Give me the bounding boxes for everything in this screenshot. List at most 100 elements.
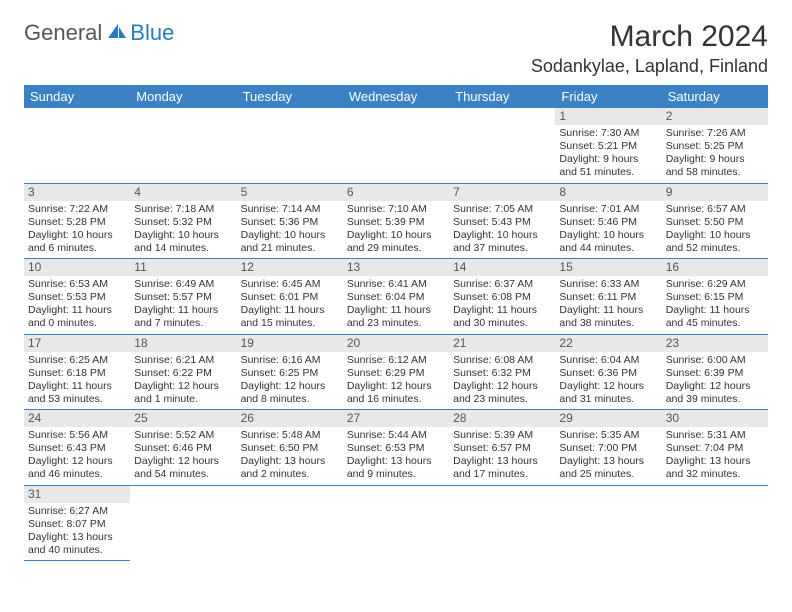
day-number: 8 <box>555 184 661 201</box>
day-number: 18 <box>130 335 236 352</box>
day-detail: Sunrise: 6:27 AM <box>28 505 126 518</box>
day-header: Wednesday <box>343 85 449 108</box>
day-detail: Daylight: 13 hours <box>453 455 551 468</box>
calendar-cell: 3Sunrise: 7:22 AMSunset: 5:28 PMDaylight… <box>24 183 130 259</box>
day-detail: Daylight: 13 hours <box>666 455 764 468</box>
day-detail: Sunset: 6:43 PM <box>28 442 126 455</box>
day-number: 2 <box>662 108 768 125</box>
day-detail: and 31 minutes. <box>559 393 657 406</box>
day-detail: Sunset: 6:39 PM <box>666 367 764 380</box>
day-detail: Sunrise: 6:41 AM <box>347 278 445 291</box>
header: General Blue March 2024 Sodankylae, Lapl… <box>24 20 768 77</box>
day-detail: Sunset: 6:32 PM <box>453 367 551 380</box>
day-detail: Sunrise: 5:35 AM <box>559 429 657 442</box>
day-detail: Daylight: 13 hours <box>28 531 126 544</box>
calendar-cell: 19Sunrise: 6:16 AMSunset: 6:25 PMDayligh… <box>237 334 343 410</box>
day-detail: Daylight: 12 hours <box>134 455 232 468</box>
day-detail: Sunset: 6:50 PM <box>241 442 339 455</box>
day-detail: Sunrise: 6:37 AM <box>453 278 551 291</box>
logo-text-2: Blue <box>130 20 174 46</box>
day-header: Tuesday <box>237 85 343 108</box>
day-detail: Sunset: 5:46 PM <box>559 216 657 229</box>
day-number: 24 <box>24 410 130 427</box>
day-detail: Sunset: 6:46 PM <box>134 442 232 455</box>
day-number: 30 <box>662 410 768 427</box>
day-detail: and 16 minutes. <box>347 393 445 406</box>
calendar-cell <box>449 485 555 561</box>
day-detail: and 0 minutes. <box>28 317 126 330</box>
calendar-cell <box>662 485 768 561</box>
calendar-cell <box>555 485 661 561</box>
day-detail: Daylight: 10 hours <box>453 229 551 242</box>
day-detail: Daylight: 13 hours <box>559 455 657 468</box>
day-number: 15 <box>555 259 661 276</box>
calendar-cell: 22Sunrise: 6:04 AMSunset: 6:36 PMDayligh… <box>555 334 661 410</box>
calendar-cell <box>343 485 449 561</box>
day-detail: Sunset: 6:22 PM <box>134 367 232 380</box>
calendar-cell: 23Sunrise: 6:00 AMSunset: 6:39 PMDayligh… <box>662 334 768 410</box>
day-detail: and 23 minutes. <box>453 393 551 406</box>
day-number: 3 <box>24 184 130 201</box>
calendar-cell: 11Sunrise: 6:49 AMSunset: 5:57 PMDayligh… <box>130 259 236 335</box>
title-area: March 2024 Sodankylae, Lapland, Finland <box>531 20 768 77</box>
page-title: March 2024 <box>531 20 768 54</box>
day-detail: Sunrise: 5:48 AM <box>241 429 339 442</box>
day-detail: Sunrise: 6:49 AM <box>134 278 232 291</box>
day-detail: Sunset: 6:18 PM <box>28 367 126 380</box>
calendar-cell: 7Sunrise: 7:05 AMSunset: 5:43 PMDaylight… <box>449 183 555 259</box>
calendar-cell: 17Sunrise: 6:25 AMSunset: 6:18 PMDayligh… <box>24 334 130 410</box>
day-detail: and 53 minutes. <box>28 393 126 406</box>
calendar-cell: 10Sunrise: 6:53 AMSunset: 5:53 PMDayligh… <box>24 259 130 335</box>
day-detail: and 8 minutes. <box>241 393 339 406</box>
day-detail: and 45 minutes. <box>666 317 764 330</box>
day-detail: Daylight: 12 hours <box>559 380 657 393</box>
calendar-cell: 6Sunrise: 7:10 AMSunset: 5:39 PMDaylight… <box>343 183 449 259</box>
day-detail: and 51 minutes. <box>559 166 657 179</box>
day-detail: Daylight: 10 hours <box>28 229 126 242</box>
day-number: 10 <box>24 259 130 276</box>
day-detail: Sunrise: 7:30 AM <box>559 127 657 140</box>
calendar-cell: 30Sunrise: 5:31 AMSunset: 7:04 PMDayligh… <box>662 410 768 486</box>
day-detail: Sunset: 6:15 PM <box>666 291 764 304</box>
day-detail: Sunrise: 6:04 AM <box>559 354 657 367</box>
day-detail: Sunrise: 6:29 AM <box>666 278 764 291</box>
day-number: 4 <box>130 184 236 201</box>
day-detail: Sunset: 5:21 PM <box>559 140 657 153</box>
day-header: Friday <box>555 85 661 108</box>
day-detail: Daylight: 11 hours <box>453 304 551 317</box>
day-number: 17 <box>24 335 130 352</box>
calendar-cell <box>237 485 343 561</box>
day-number: 27 <box>343 410 449 427</box>
day-detail: and 44 minutes. <box>559 242 657 255</box>
day-detail: Sunset: 5:25 PM <box>666 140 764 153</box>
calendar-cell: 5Sunrise: 7:14 AMSunset: 5:36 PMDaylight… <box>237 183 343 259</box>
day-detail: Daylight: 9 hours <box>559 153 657 166</box>
calendar-cell <box>130 485 236 561</box>
calendar-cell: 8Sunrise: 7:01 AMSunset: 5:46 PMDaylight… <box>555 183 661 259</box>
day-detail: Sunset: 7:04 PM <box>666 442 764 455</box>
day-number: 28 <box>449 410 555 427</box>
day-detail: and 54 minutes. <box>134 468 232 481</box>
day-detail: Daylight: 11 hours <box>134 304 232 317</box>
day-number: 25 <box>130 410 236 427</box>
day-detail: Sunset: 6:08 PM <box>453 291 551 304</box>
day-detail: Sunset: 8:07 PM <box>28 518 126 531</box>
day-detail: Daylight: 12 hours <box>134 380 232 393</box>
sail-icon <box>106 22 128 45</box>
calendar-cell: 26Sunrise: 5:48 AMSunset: 6:50 PMDayligh… <box>237 410 343 486</box>
day-detail: Sunset: 7:00 PM <box>559 442 657 455</box>
day-detail: and 17 minutes. <box>453 468 551 481</box>
day-header: Monday <box>130 85 236 108</box>
day-number: 9 <box>662 184 768 201</box>
day-detail: and 32 minutes. <box>666 468 764 481</box>
calendar-cell: 27Sunrise: 5:44 AMSunset: 6:53 PMDayligh… <box>343 410 449 486</box>
day-number: 13 <box>343 259 449 276</box>
day-detail: Daylight: 11 hours <box>559 304 657 317</box>
day-detail: Sunrise: 6:45 AM <box>241 278 339 291</box>
calendar-table: SundayMondayTuesdayWednesdayThursdayFrid… <box>24 85 768 561</box>
day-number: 12 <box>237 259 343 276</box>
day-detail: Sunrise: 6:21 AM <box>134 354 232 367</box>
day-detail: and 38 minutes. <box>559 317 657 330</box>
day-header: Sunday <box>24 85 130 108</box>
day-detail: and 52 minutes. <box>666 242 764 255</box>
